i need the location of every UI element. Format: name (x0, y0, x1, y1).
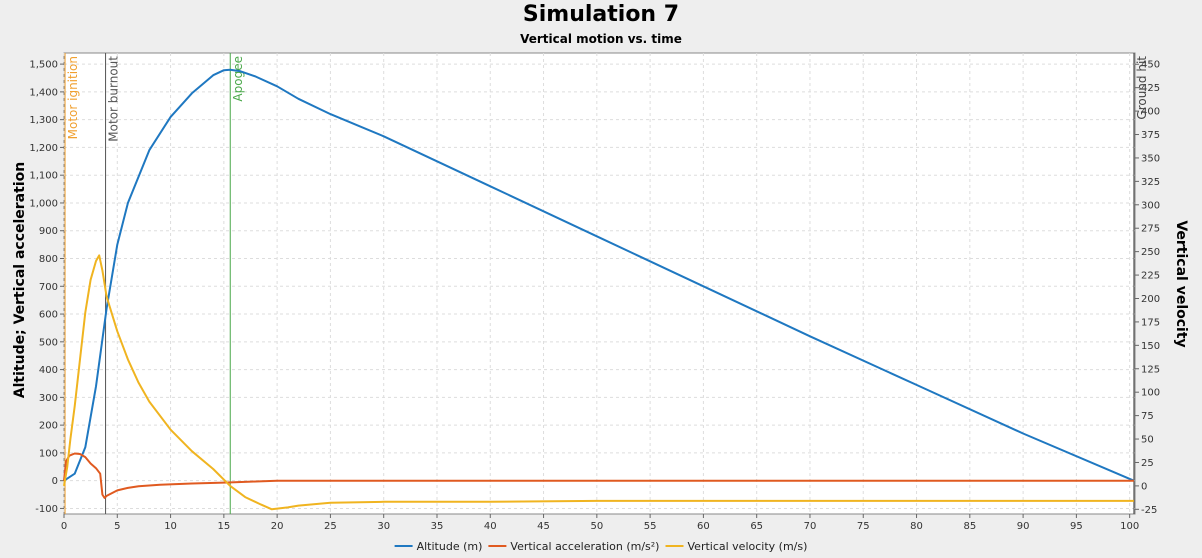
x-tick-label: 5 (114, 521, 120, 532)
y-left-tick-label: 100 (39, 448, 58, 459)
x-tick-label: 35 (431, 521, 444, 532)
x-tick-label: 50 (590, 521, 603, 532)
legend-label: Vertical acceleration (m/s²) (510, 540, 659, 553)
y-left-tick-label: 1,200 (29, 143, 58, 154)
y-left-tick-label: 200 (39, 421, 58, 432)
chart-title: Simulation 7 (522, 2, 680, 27)
x-tick-label: 80 (910, 521, 923, 532)
x-tick-label: 25 (324, 521, 337, 532)
x-tick-label: 30 (377, 521, 390, 532)
x-tick-label: 60 (697, 521, 710, 532)
y-left-tick-label: 1,000 (29, 198, 58, 209)
y-left-tick-label: 300 (39, 393, 58, 404)
x-axis: 0 5 10 15 20 25 30 35 40 45 50 55 60 65 70 75 80 85 90 95 10… (61, 514, 1139, 532)
event-label: Motor ignition (66, 56, 80, 139)
y-axis-right-label: Vertical velocity (1173, 220, 1189, 347)
legend-item: Vertical velocity (m/s) (665, 540, 808, 553)
legend-item: Altitude (m) (394, 540, 483, 553)
event-label: Apogee (231, 56, 245, 102)
y-left-tick-label: 1,400 (29, 87, 58, 98)
y-right-tick-label: 300 (1141, 200, 1160, 211)
x-tick-label: 15 (217, 521, 230, 532)
x-tick-label: 45 (537, 521, 550, 532)
x-tick-label: 10 (164, 521, 177, 532)
y-left-tick-label: 800 (39, 254, 58, 265)
legend: Altitude (m) Vertical acceleration (m/s²)… (394, 540, 808, 553)
x-tick-label: 75 (857, 521, 870, 532)
legend-label: Altitude (m) (417, 540, 483, 553)
y-right-tick-label: -25 (1141, 505, 1157, 516)
y-left-tick-label: 1,300 (29, 115, 58, 126)
x-tick-label: 55 (644, 521, 657, 532)
y-axis-left: -100 0 100 200 300 400 500 600 700 800 900 1,000 1,1… (29, 60, 64, 515)
y-right-tick-label: 400 (1141, 107, 1160, 118)
y-right-tick-label: 50 (1141, 435, 1154, 446)
plot-area (63, 52, 1136, 515)
y-right-tick-label: 225 (1141, 271, 1160, 282)
x-tick-label: 85 (963, 521, 976, 532)
legend-label: Vertical velocity (m/s) (688, 540, 808, 553)
y-right-tick-label: 275 (1141, 224, 1160, 235)
y-right-tick-label: 100 (1141, 388, 1160, 399)
x-tick-label: 95 (1070, 521, 1083, 532)
y-right-tick-label: 325 (1141, 177, 1160, 188)
legend-item: Vertical acceleration (m/s²) (488, 540, 659, 553)
event-markers: Motor ignition Motor burnout Apogee Ground … (64, 53, 1149, 514)
y-left-tick-label: 400 (39, 365, 58, 376)
y-right-tick-label: 200 (1141, 294, 1160, 305)
y-right-tick-label: 25 (1141, 458, 1154, 469)
x-tick-label: 0 (61, 521, 67, 532)
x-tick-label: 100 (1120, 521, 1139, 532)
chart-subtitle: Vertical motion vs. time (520, 32, 682, 46)
x-tick-label: 70 (804, 521, 817, 532)
y-left-tick-label: 1,100 (29, 171, 58, 182)
y-right-tick-label: 125 (1141, 364, 1160, 375)
y-right-tick-label: 350 (1141, 153, 1160, 164)
y-left-tick-label: -100 (35, 504, 58, 515)
y-right-tick-label: 175 (1141, 317, 1160, 328)
y-axis-left-label: Altitude; Vertical acceleration (12, 162, 28, 398)
series-line (63, 254, 1134, 511)
series-lines (63, 68, 1135, 511)
y-right-tick-label: 375 (1141, 130, 1160, 141)
x-tick-label: 40 (484, 521, 497, 532)
y-left-tick-label: 600 (39, 310, 58, 321)
event-label: Motor burnout (107, 56, 121, 142)
y-left-tick-label: 900 (39, 226, 58, 237)
y-right-tick-label: 250 (1141, 247, 1160, 258)
y-left-tick-label: 1,500 (29, 60, 58, 71)
series-line (63, 68, 1135, 482)
x-tick-label: 65 (750, 521, 763, 532)
y-left-tick-label: 700 (39, 282, 58, 293)
y-axis-right: -25 0 25 50 75 100 125 150 175 200 225 250 275 300 325… (1135, 60, 1160, 516)
y-right-tick-label: 450 (1141, 60, 1160, 71)
series-line (63, 452, 1134, 499)
y-left-tick-label: 500 (39, 337, 58, 348)
y-left-tick-label: 0 (52, 476, 58, 487)
y-right-tick-label: 150 (1141, 341, 1160, 352)
y-right-tick-label: 75 (1141, 411, 1154, 422)
y-right-tick-label: 425 (1141, 83, 1160, 94)
event-label: Ground hit (1135, 56, 1149, 120)
y-right-tick-label: 0 (1141, 481, 1147, 492)
x-tick-label: 20 (271, 521, 284, 532)
grid (63, 53, 1135, 514)
x-tick-label: 90 (1017, 521, 1030, 532)
